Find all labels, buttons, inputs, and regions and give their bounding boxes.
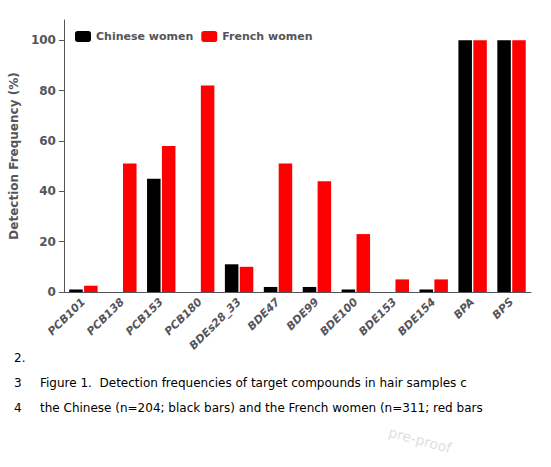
- svg-text:60: 60: [39, 134, 56, 148]
- svg-text:Detection Frequency (%): Detection Frequency (%): [7, 72, 21, 239]
- svg-text:BDEs28_33: BDEs28_33: [187, 295, 244, 352]
- svg-text:20: 20: [39, 235, 56, 249]
- svg-text:BDE47: BDE47: [245, 295, 283, 333]
- svg-text:0: 0: [48, 285, 56, 299]
- svg-text:PCB138: PCB138: [84, 295, 127, 338]
- svg-text:80: 80: [39, 84, 56, 98]
- svg-text:PCB180: PCB180: [162, 295, 205, 339]
- svg-text:40: 40: [39, 184, 56, 198]
- svg-text:Chinese women: Chinese women: [96, 30, 193, 43]
- svg-text:pre-proof: pre-proof: [387, 424, 454, 456]
- svg-text:BDE100: BDE100: [317, 295, 360, 338]
- svg-text:100: 100: [31, 33, 56, 47]
- svg-text:BPA: BPA: [451, 295, 477, 321]
- svg-text:2.: 2.: [14, 351, 25, 365]
- svg-text:4: 4: [14, 401, 22, 415]
- svg-text:BDE153: BDE153: [356, 295, 399, 338]
- svg-text:BDE154: BDE154: [395, 295, 438, 338]
- svg-text:BDE99: BDE99: [284, 295, 322, 333]
- svg-text:3: 3: [14, 376, 22, 390]
- svg-text:PCB101: PCB101: [45, 295, 88, 338]
- svg-text:BPS: BPS: [490, 295, 516, 321]
- svg-text:the Chinese (n=204; black bars: the Chinese (n=204; black bars) and the …: [40, 401, 483, 415]
- svg-text:French women: French women: [222, 30, 312, 43]
- svg-text:PCB153: PCB153: [123, 295, 166, 338]
- svg-text:Figure 1. Detection frequenci: Figure 1. Detection frequencies of targe…: [40, 376, 467, 390]
